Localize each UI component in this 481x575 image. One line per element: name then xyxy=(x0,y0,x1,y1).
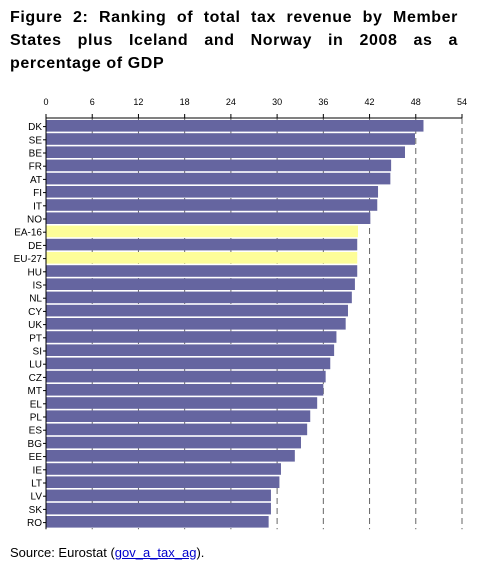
bar-mt xyxy=(46,384,324,396)
category-label: HU xyxy=(28,267,42,278)
category-label: EA-16 xyxy=(14,228,42,239)
category-label: LT xyxy=(31,479,42,490)
bar-ee xyxy=(46,450,295,462)
category-label: MT xyxy=(28,386,42,397)
x-tick-label: 54 xyxy=(457,97,467,107)
source-note: Source: Eurostat (gov_a_tax_ag). xyxy=(10,545,204,560)
category-label: IT xyxy=(33,201,42,212)
category-label: LV xyxy=(31,492,43,503)
bar-bg xyxy=(46,436,301,449)
x-tick-label: 18 xyxy=(180,97,190,107)
category-label: PT xyxy=(29,333,42,344)
bar-ie xyxy=(46,463,281,475)
bar-nl xyxy=(46,291,352,304)
x-tick-label: 6 xyxy=(90,97,95,107)
category-label: RO xyxy=(27,518,42,529)
axes: 0 6 12 18 24 30 36 42 48 54 DK SE BE FR AT FI IT NO EA-16 D… xyxy=(14,97,467,530)
bar-chart: 0 6 12 18 24 30 36 42 48 54 DK SE BE FR AT FI IT NO EA-16 D… xyxy=(14,97,467,530)
category-label: CZ xyxy=(29,373,42,384)
bar-hu xyxy=(46,265,358,277)
chart-title: Figure 2: Ranking of total tax revenue b… xyxy=(10,9,458,72)
category-label: ES xyxy=(29,426,43,437)
category-label: FR xyxy=(29,162,42,173)
bar-lt xyxy=(46,476,280,488)
bar-lu xyxy=(46,357,331,370)
category-label: EE xyxy=(29,452,43,463)
x-tick-label: 24 xyxy=(226,97,236,107)
category-label: DK xyxy=(28,122,42,133)
x-tick-label: 42 xyxy=(365,97,375,107)
bar-el xyxy=(46,397,318,409)
category-label: IE xyxy=(33,465,43,476)
bar-es xyxy=(46,423,308,436)
source-prefix: Source: Eurostat ( xyxy=(10,545,115,560)
category-label: FI xyxy=(33,188,42,199)
bar-cz xyxy=(46,370,326,383)
source-link[interactable]: gov_a_tax_ag xyxy=(114,545,197,560)
bar-si xyxy=(46,344,335,356)
x-tick-label: 12 xyxy=(133,97,143,107)
x-tick-label: 30 xyxy=(272,97,282,107)
category-label: PL xyxy=(30,413,43,424)
bar-it xyxy=(46,199,378,211)
source-suffix: ). xyxy=(196,545,205,560)
category-label: IS xyxy=(33,281,43,292)
bar-sk xyxy=(46,502,271,515)
bar-uk xyxy=(46,318,346,330)
category-label: CY xyxy=(28,307,42,318)
category-label: EL xyxy=(30,399,43,410)
bar-se xyxy=(46,133,416,145)
category-label: DE xyxy=(28,241,42,252)
bar-be xyxy=(46,146,405,158)
bar-fr xyxy=(46,159,392,172)
bar-at xyxy=(46,172,391,185)
category-label: LU xyxy=(29,360,42,371)
category-label: SI xyxy=(33,347,42,358)
bars xyxy=(46,120,424,528)
bar-dk xyxy=(46,120,424,132)
bar-ea-16 xyxy=(46,225,358,238)
category-label: EU-27 xyxy=(14,254,43,265)
x-tick-label: 0 xyxy=(43,97,48,107)
bar-de xyxy=(46,238,358,251)
bar-pt xyxy=(46,331,337,343)
bar-is xyxy=(46,278,355,290)
bar-pl xyxy=(46,410,311,422)
bar-eu-27 xyxy=(46,252,358,264)
bar-lv xyxy=(46,489,271,502)
category-label: SK xyxy=(29,505,43,516)
category-label: NL xyxy=(29,294,42,305)
category-label: AT xyxy=(30,175,42,186)
bar-no xyxy=(46,212,371,224)
x-tick-label: 48 xyxy=(411,97,421,107)
bar-cy xyxy=(46,304,348,317)
category-label: UK xyxy=(28,320,42,331)
x-tick-label: 36 xyxy=(318,97,328,107)
category-label: BG xyxy=(28,439,43,450)
category-label: NO xyxy=(27,215,42,226)
category-label: SE xyxy=(29,135,43,146)
bar-fi xyxy=(46,186,379,198)
category-label: BE xyxy=(29,149,43,160)
bar-ro xyxy=(46,516,269,528)
